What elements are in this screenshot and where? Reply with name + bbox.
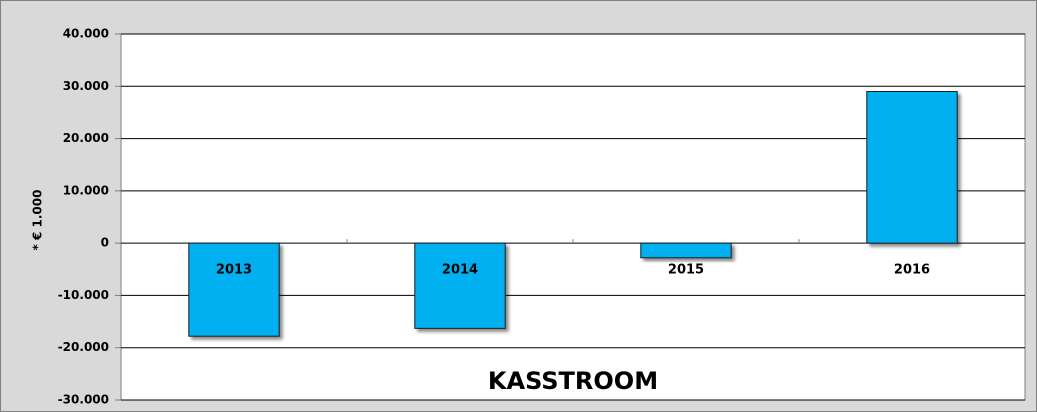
x-tick-label: 2013 [216,263,252,278]
bar [866,91,958,244]
y-tick-label: 10.000 [63,183,109,197]
x-tick-label: 2016 [894,263,930,278]
y-tick-label: 30.000 [63,79,109,93]
chart-title: KASSTROOM [488,367,658,395]
y-tick-label: 0 [101,236,109,250]
bar [640,242,732,259]
y-tick-label: -10.000 [58,288,109,302]
x-tick-label: 2015 [668,263,704,278]
bar [188,242,280,337]
y-tick-label: -30.000 [58,393,109,407]
x-tick-label: 2014 [442,263,478,278]
y-axis-label: * € 1.000 [31,190,45,251]
y-tick-label: -20.000 [58,340,109,354]
bar [414,242,506,329]
y-tick-label: 40.000 [63,27,109,41]
y-tick-label: 20.000 [63,131,109,145]
